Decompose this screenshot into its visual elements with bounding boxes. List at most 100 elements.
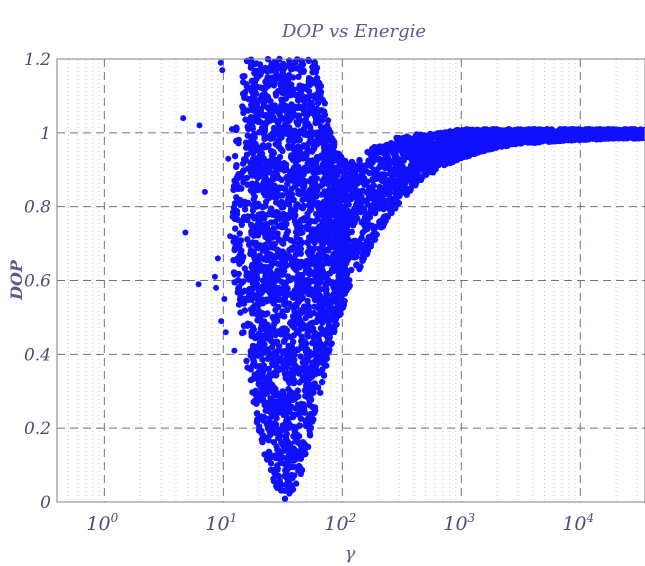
data-point	[360, 206, 368, 213]
data-point	[482, 130, 489, 138]
data-point	[254, 244, 261, 252]
data-point	[293, 202, 300, 209]
data-point	[511, 135, 519, 143]
data-point	[241, 73, 248, 80]
data-point	[264, 271, 271, 279]
data-point	[252, 387, 259, 394]
data-point	[270, 475, 277, 482]
data-point	[251, 371, 258, 378]
data-point	[321, 111, 329, 119]
data-point	[367, 151, 374, 158]
data-point	[241, 94, 248, 102]
data-point	[551, 133, 558, 140]
data-point	[250, 398, 257, 406]
data-point	[490, 129, 497, 136]
data-point	[244, 236, 251, 243]
data-point	[373, 175, 381, 182]
data-point	[317, 294, 324, 301]
data-point	[300, 142, 307, 149]
data-point	[354, 243, 361, 250]
data-point	[292, 363, 299, 371]
data-point	[281, 337, 288, 344]
data-point	[314, 276, 321, 283]
data-point	[235, 140, 242, 147]
data-point	[271, 338, 279, 346]
data-point	[325, 219, 333, 227]
data-point	[320, 198, 327, 206]
data-point	[241, 200, 248, 207]
data-point	[370, 167, 377, 175]
data-point	[466, 152, 473, 159]
data-point	[330, 307, 337, 314]
data-point	[258, 203, 266, 211]
data-point	[268, 205, 275, 212]
data-point	[305, 285, 312, 293]
data-point	[304, 240, 312, 247]
data-point	[340, 265, 348, 272]
data-point	[253, 410, 261, 417]
data-point	[279, 454, 286, 461]
data-point	[293, 263, 300, 270]
data-point	[513, 131, 520, 138]
data-point	[315, 155, 322, 162]
data-point	[236, 230, 243, 237]
data-point	[278, 438, 285, 446]
data-point	[295, 248, 302, 255]
data-point	[299, 169, 307, 176]
data-point	[287, 444, 294, 451]
data-point	[241, 307, 249, 314]
data-point	[356, 156, 363, 164]
data-point	[285, 342, 292, 350]
data-point	[280, 389, 287, 397]
data-point	[306, 177, 313, 185]
data-point	[296, 422, 303, 429]
data-point	[240, 253, 247, 260]
data-point	[333, 200, 340, 207]
data-point	[331, 258, 338, 266]
data-point	[254, 284, 262, 291]
data-point	[481, 135, 488, 143]
data-point	[279, 68, 286, 75]
data-point	[416, 156, 424, 164]
data-point	[286, 388, 294, 395]
data-point	[284, 211, 292, 219]
data-point	[407, 148, 414, 156]
data-point	[377, 143, 384, 150]
data-point	[258, 267, 265, 274]
data-point	[267, 147, 275, 155]
data-point	[319, 209, 327, 216]
data-point	[311, 303, 318, 310]
data-point	[281, 223, 289, 231]
data-point	[268, 287, 275, 295]
data-point	[341, 188, 348, 195]
data-point	[364, 161, 371, 168]
data-point	[297, 365, 305, 372]
data-point	[249, 248, 257, 256]
data-point	[281, 495, 289, 502]
data-point	[321, 246, 329, 254]
data-point	[362, 246, 369, 253]
data-point	[287, 463, 295, 470]
data-point	[305, 395, 312, 402]
data-point	[240, 300, 248, 307]
data-point	[300, 202, 307, 210]
data-point	[240, 156, 248, 163]
data-point	[613, 128, 621, 136]
data-point	[336, 167, 343, 175]
data-point	[460, 146, 467, 153]
data-point	[330, 251, 337, 258]
data-point	[321, 354, 328, 361]
data-point	[326, 346, 333, 353]
data-point	[292, 173, 300, 181]
data-point	[305, 325, 312, 332]
data-point	[261, 85, 268, 93]
data-point	[259, 247, 266, 254]
data-point	[301, 338, 308, 345]
data-point	[276, 485, 283, 492]
data-point	[439, 147, 447, 154]
data-point	[266, 428, 273, 435]
data-point	[378, 171, 386, 178]
data-point	[360, 165, 367, 172]
data-point	[329, 146, 336, 153]
data-point	[281, 301, 288, 308]
